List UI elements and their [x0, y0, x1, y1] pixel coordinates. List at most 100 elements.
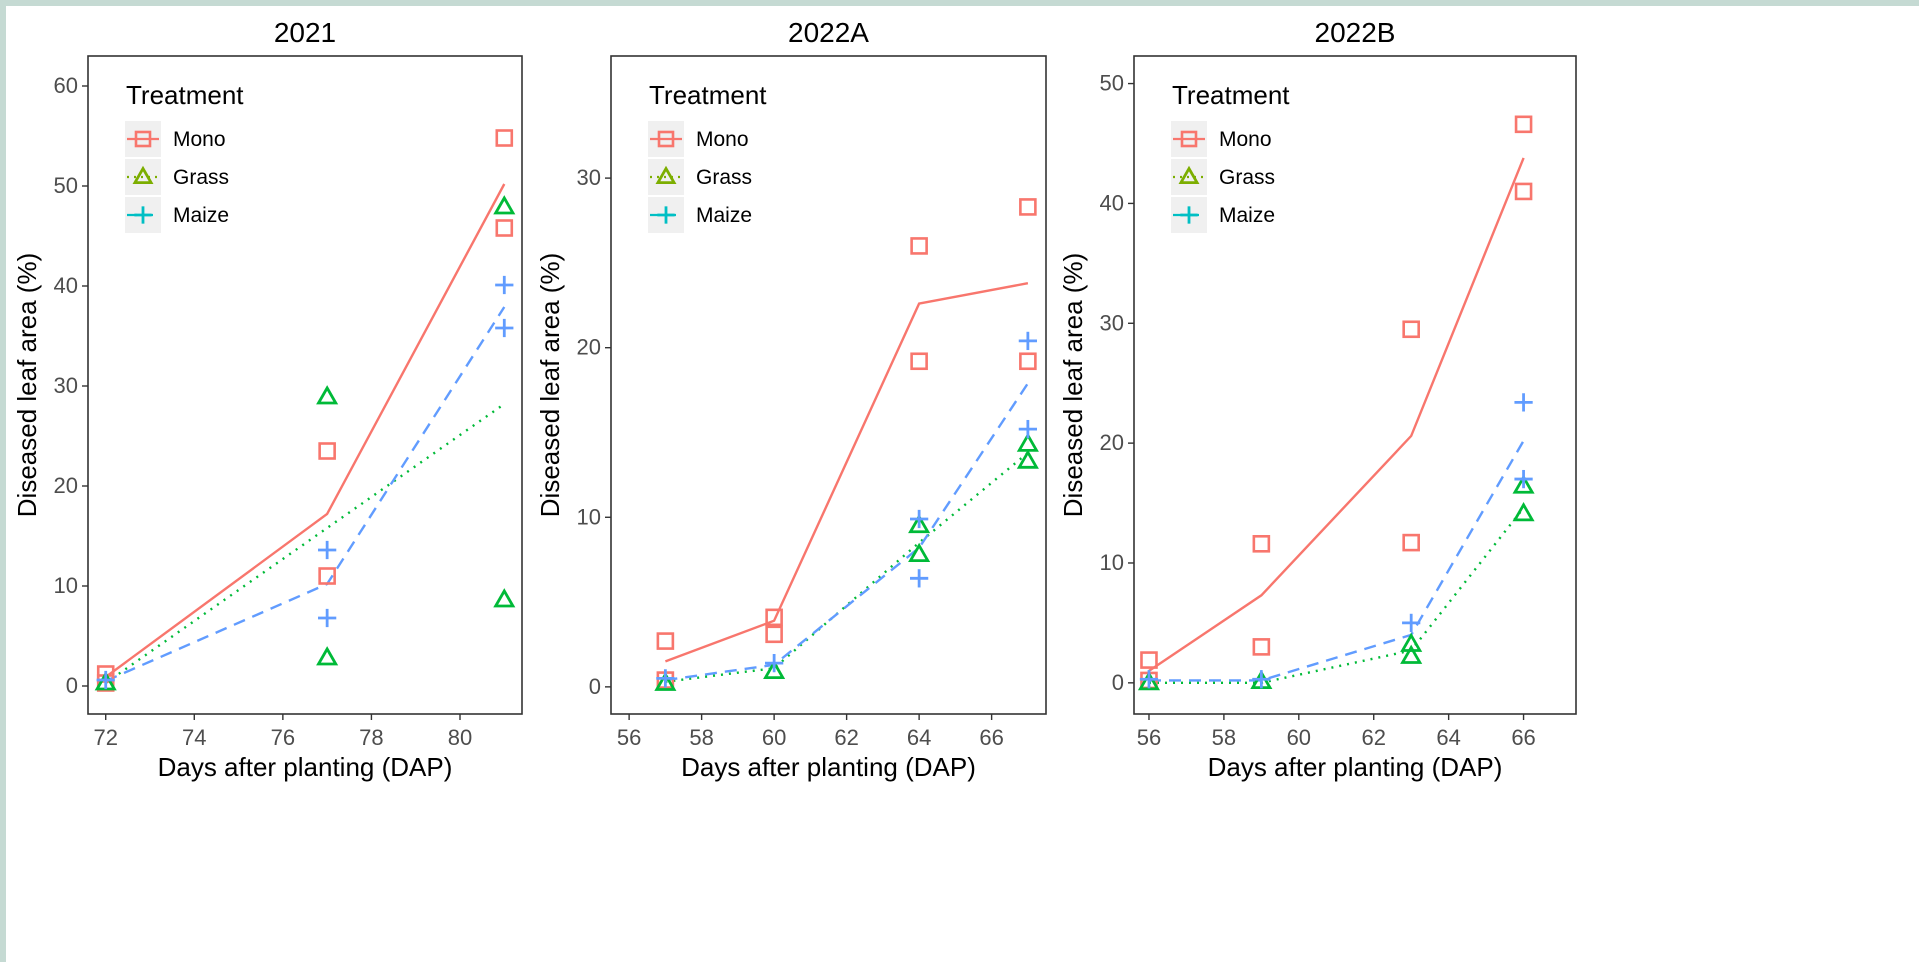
legend-label-maize: Maize: [696, 204, 752, 227]
x-axis-title: Days after planting (DAP): [1208, 752, 1503, 782]
data-point-grass: [493, 588, 516, 608]
data-point-mono: [765, 625, 783, 644]
y-tick-label: 10: [54, 573, 78, 598]
x-tick-label: 74: [182, 725, 206, 750]
data-point-mono: [495, 129, 514, 147]
series-line-mono: [104, 183, 506, 678]
y-axis-title: Diseased leaf area (%): [1058, 253, 1088, 517]
legend-label-maize: Maize: [173, 204, 229, 227]
legend: Treatment Mono Grass Maize: [643, 74, 798, 236]
plus-icon: [134, 206, 152, 224]
triangle-open-icon: [655, 165, 677, 185]
data-point-maize: [1514, 469, 1533, 489]
square-open-icon: [134, 130, 152, 148]
panel-title: 2022B: [1315, 17, 1396, 48]
plus-icon: [1180, 206, 1198, 224]
data-point-maize: [318, 608, 337, 628]
data-point-mono: [1140, 651, 1158, 669]
data-point-mono: [1514, 182, 1533, 201]
series-line-grass: [105, 403, 505, 684]
figure: 2021 0 10 20 30 40 50 60 72 74 76 78 80 Days after pl…: [6, 6, 1919, 962]
x-tick-label: 60: [762, 725, 786, 750]
legend-title: Treatment: [126, 80, 244, 110]
panel-border: [1133, 55, 1577, 715]
data-point-grass: [1400, 632, 1423, 652]
data-point-maize: [318, 540, 337, 560]
data-point-grass: [1512, 474, 1535, 494]
data-point-grass: [1512, 502, 1535, 522]
y-tick-label: 0: [66, 673, 78, 698]
data-point-maize: [1252, 670, 1271, 689]
data-point-grass: [908, 542, 931, 562]
data-area: [1137, 115, 1535, 691]
x-tick-label: 64: [1436, 725, 1460, 750]
data-point-maize: [1018, 331, 1037, 351]
x-tick-label: 66: [979, 725, 1003, 750]
data-point-grass: [908, 513, 931, 534]
x-tick-label: 76: [271, 725, 295, 750]
panel-title: 2022A: [788, 17, 869, 48]
legend-label-maize: Maize: [1219, 204, 1275, 227]
x-tick-label: 58: [689, 725, 713, 750]
y-tick-label: 60: [54, 73, 78, 98]
y-tick-label: 20: [54, 473, 78, 498]
x-axis-title: Days after planting (DAP): [158, 752, 453, 782]
x-tick-label: 66: [1511, 725, 1535, 750]
triangle-open-icon: [132, 165, 154, 185]
data-point-mono: [1514, 115, 1533, 134]
data-point-grass: [1016, 449, 1039, 469]
data-point-grass: [316, 646, 339, 666]
x-tick-label: 80: [448, 725, 472, 750]
x-tick-label: 56: [617, 725, 641, 750]
data-point-mono: [1402, 533, 1420, 552]
data-point-maize: [765, 653, 784, 673]
data-point-maize: [656, 669, 675, 688]
data-point-mono: [910, 237, 928, 255]
data-point-mono: [1252, 535, 1271, 553]
data-area: [654, 198, 1039, 691]
y-tick-label: 20: [577, 335, 601, 360]
legend-label-mono: Mono: [173, 128, 226, 151]
panel-border: [87, 55, 523, 715]
x-tick-label: 62: [834, 725, 858, 750]
y-axis-title: Diseased leaf area (%): [535, 253, 565, 517]
data-point-mono: [318, 442, 336, 460]
square-open-icon: [1180, 130, 1198, 148]
data-point-mono: [1252, 638, 1271, 656]
data-point-maize: [96, 670, 115, 690]
data-point-grass: [1400, 644, 1423, 664]
data-point-grass: [316, 385, 339, 405]
y-tick-label: 10: [1100, 550, 1124, 575]
y-tick-label: 50: [1100, 71, 1124, 96]
series-line-grass: [665, 451, 1029, 683]
y-tick-label: 10: [577, 504, 601, 529]
x-axis-title: Days after planting (DAP): [681, 752, 976, 782]
y-tick-label: 20: [1100, 430, 1124, 455]
x-tick-label: 60: [1287, 725, 1311, 750]
y-tick-label: 0: [589, 674, 601, 699]
legend-label-mono: Mono: [1219, 128, 1272, 151]
x-tick-label: 56: [1137, 725, 1161, 750]
x-tick-label: 62: [1361, 725, 1385, 750]
y-tick-label: 30: [577, 165, 601, 190]
data-point-grass: [654, 671, 677, 691]
series-line-mono: [1148, 157, 1525, 672]
panel-2022B: 2022B 0 10 20 30 40 50 56 58 60 62 64 66 Days after p…: [1058, 17, 1577, 782]
y-tick-label: 0: [1112, 670, 1124, 695]
data-point-maize: [910, 569, 929, 588]
data-point-maize: [1139, 670, 1159, 689]
square-open-icon: [657, 130, 675, 148]
data-point-mono: [495, 219, 514, 237]
legend-title: Treatment: [1172, 80, 1290, 110]
data-point-mono: [910, 352, 928, 371]
data-point-mono: [765, 608, 783, 627]
x-tick-label: 64: [907, 725, 931, 750]
data-area: [94, 129, 516, 692]
plus-icon: [657, 206, 675, 224]
y-tick-label: 30: [54, 373, 78, 398]
y-tick-label: 30: [1100, 310, 1124, 335]
x-tick-label: 72: [93, 725, 117, 750]
data-point-mono: [1019, 352, 1037, 371]
